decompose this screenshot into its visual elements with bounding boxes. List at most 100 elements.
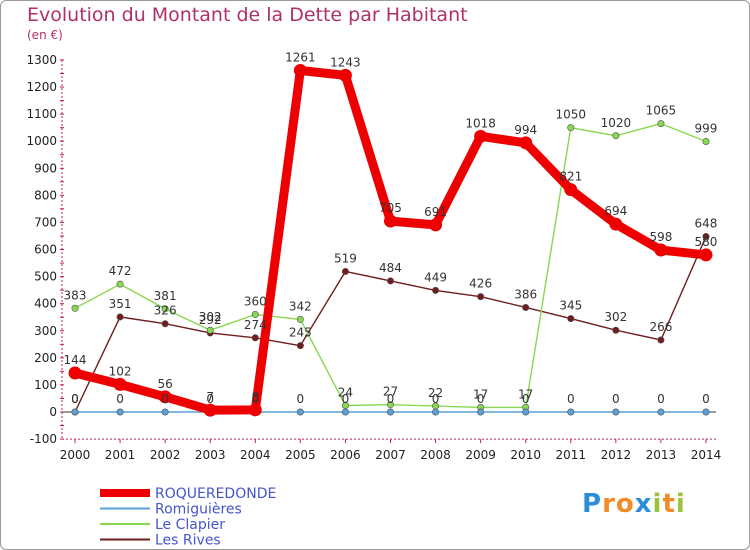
data-point [474,129,488,143]
data-label: 598 [649,230,672,244]
y-tick-label: 400 [34,297,57,311]
y-tick-label: 0 [49,405,57,419]
data-label: 27 [383,385,398,399]
data-point [657,120,665,128]
data-label: 326 [154,304,177,318]
data-label: 17 [518,387,533,401]
data-label: 7 [206,390,214,404]
y-tick-label: 600 [34,243,57,257]
y-tick-label: 500 [34,270,57,284]
x-tick-label: 2008 [420,448,451,462]
data-point [612,132,620,140]
data-point [341,408,349,416]
data-point [386,277,394,285]
x-tick-label: 2012 [601,448,632,462]
data-point [296,408,304,416]
logo-letter: t [662,489,676,519]
data-label: 274 [244,318,267,332]
data-label: 302 [199,310,222,324]
data-point [567,408,575,416]
x-tick-label: 2004 [240,448,271,462]
x-tick-label: 2009 [465,448,496,462]
x-tick-label: 2001 [105,448,136,462]
x-tick-label: 2003 [195,448,226,462]
x-tick-label: 2014 [691,448,722,462]
data-point [564,183,578,197]
data-point [657,408,665,416]
data-label: 0 [567,392,575,406]
data-point [522,303,530,311]
data-label: 0 [342,392,350,406]
data-label: 302 [604,310,627,324]
data-label: 1050 [555,108,586,122]
data-point [386,408,394,416]
data-label: 0 [161,392,169,406]
data-point [161,305,169,313]
data-label: 0 [657,392,665,406]
data-label: 1261 [285,51,316,65]
x-tick-label: 2000 [60,448,91,462]
data-label: 0 [477,392,485,406]
data-point [654,243,668,257]
data-point [71,304,79,312]
x-tick-label: 2010 [510,448,541,462]
y-tick-label: -100 [30,432,57,446]
data-point [158,390,172,404]
data-label: 0 [387,392,395,406]
data-point [386,401,394,409]
chart-axes: -100010020030040050060070080090010001100… [26,53,721,462]
legend-label: Romiguières [155,502,242,518]
logo-letter: P [582,489,603,519]
data-point [338,68,352,82]
data-label: 383 [64,288,87,302]
y-tick-label: 1000 [26,134,57,148]
data-point [341,267,349,275]
data-label: 56 [157,377,172,391]
chart-title: Evolution du Montant de la Dette par Hab… [27,4,468,26]
data-point [116,408,124,416]
data-label: 0 [71,392,79,406]
data-point [477,293,485,301]
data-point [116,313,124,321]
data-point [293,64,307,78]
data-label: 484 [379,261,402,275]
data-point [432,286,440,294]
data-point [206,326,214,334]
data-point [296,315,304,323]
data-point [251,311,259,319]
legend-label: Le Clapier [155,517,225,533]
x-tick-label: 2006 [330,448,361,462]
logo-letter: x [634,489,653,519]
data-label: 580 [695,235,718,249]
data-label: 144 [64,353,87,367]
data-label: 24 [338,386,353,400]
data-point [432,408,440,416]
data-label: 0 [251,392,259,406]
series-lines [68,64,713,417]
data-label: 1020 [601,116,632,130]
data-point [702,233,710,241]
data-label: 1018 [465,116,496,130]
data-label: 351 [109,297,132,311]
y-tick-label: 1300 [26,53,57,67]
data-point [296,342,304,350]
data-point [161,408,169,416]
data-point [699,248,713,262]
data-point [251,334,259,342]
y-tick-label: 1100 [26,107,57,121]
legend-label: Les Rives [155,533,221,549]
y-tick-label: 1200 [26,80,57,94]
logo-letter: r [602,489,616,519]
logo-letter: i [652,489,663,519]
data-point [248,403,262,417]
data-label: 22 [428,386,443,400]
data-label: 1065 [646,104,677,118]
data-point [429,218,443,232]
y-tick-label: 700 [34,215,57,229]
logo-letter: i [675,489,686,519]
data-label: 102 [109,364,132,378]
data-label: 381 [154,289,177,303]
data-label: 999 [695,121,718,135]
data-label: 426 [469,277,492,291]
